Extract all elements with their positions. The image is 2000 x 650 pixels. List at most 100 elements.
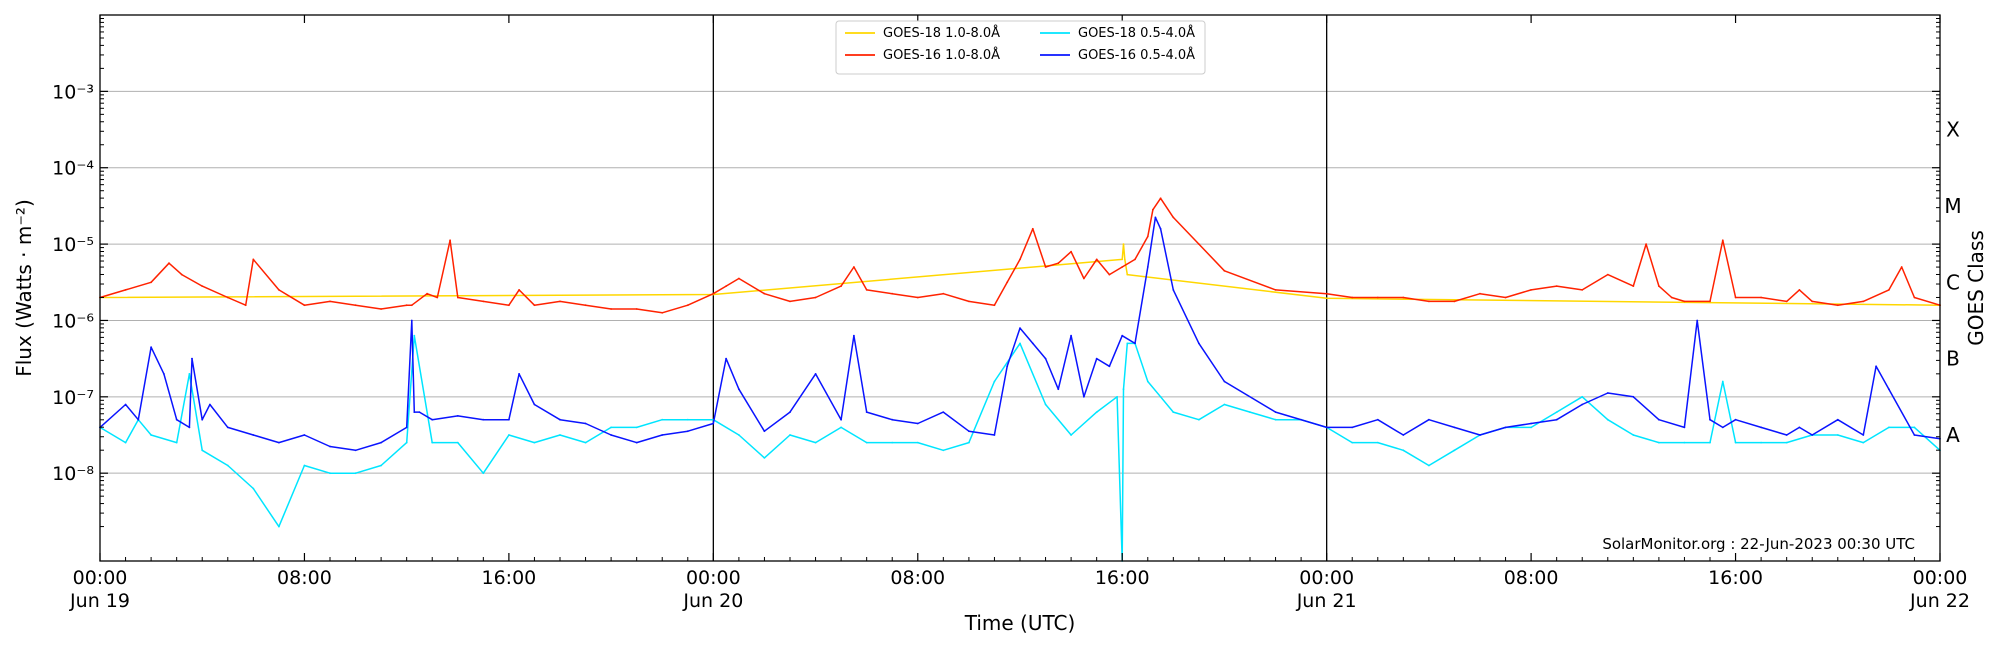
data-point (1070, 334, 1072, 337)
data-point (456, 441, 459, 444)
data-point (1019, 327, 1021, 329)
data-point (1530, 422, 1532, 425)
data-point (1006, 281, 1009, 284)
data-point (1057, 262, 1060, 265)
data-point (150, 346, 153, 349)
data-point (1325, 292, 1328, 295)
data-point (1913, 434, 1916, 436)
data-point (244, 304, 247, 307)
data-point (431, 441, 434, 444)
data-point (1159, 197, 1162, 200)
data-point (1632, 395, 1635, 398)
data-point (1888, 426, 1890, 429)
data-point (1146, 380, 1149, 383)
data-point (1696, 319, 1699, 322)
data-point (789, 300, 791, 303)
data-point (1070, 434, 1072, 436)
data-point (1134, 258, 1136, 261)
data-point (1123, 258, 1126, 261)
data-point (993, 304, 996, 307)
x-tick-label: 08:00 (890, 567, 945, 589)
data-point (1351, 296, 1354, 299)
data-point (1683, 426, 1686, 429)
legend-label: GOES-18 1.0-8.0Å (883, 25, 1000, 41)
goes-class-label: C (1946, 270, 1960, 294)
legend-box (835, 20, 1206, 75)
series-layer (99, 197, 1941, 562)
data-point (1126, 342, 1129, 345)
data-point (278, 441, 280, 444)
data-point (1721, 380, 1724, 383)
data-point (1683, 441, 1686, 444)
data-point (968, 300, 970, 303)
data-point (1479, 292, 1481, 295)
y-tick-label: 10⁻³ (52, 81, 94, 103)
plot-frame (99, 14, 1941, 562)
data-point (763, 457, 766, 459)
data-point (559, 418, 561, 421)
data-point (124, 289, 127, 291)
data-point (1479, 434, 1481, 436)
data-point (1274, 289, 1277, 291)
data-point (1274, 418, 1277, 421)
data-point (1811, 434, 1814, 436)
data-point (405, 426, 408, 429)
data-point (188, 373, 191, 375)
data-point (1198, 418, 1200, 421)
data-point (456, 296, 459, 299)
data-point (635, 441, 638, 444)
data-point (410, 304, 413, 307)
data-point (916, 422, 919, 425)
data-point (168, 262, 170, 265)
legend: GOES-18 1.0-8.0Å GOES-16 1.0-8.0Å GOES-18 … (835, 20, 1206, 75)
data-point (1658, 418, 1660, 421)
data-point (1019, 258, 1021, 261)
data-point (1453, 300, 1456, 303)
data-point (163, 373, 165, 375)
goes-class-label: B (1946, 347, 1960, 371)
data-point (1734, 296, 1737, 299)
data-point (1709, 441, 1711, 444)
credit-annotation: SolarMonitor.org : 22-Jun-2023 00:30 UTC (1602, 535, 1915, 553)
data-point (891, 418, 894, 421)
data-point (1057, 388, 1060, 391)
data-point (1913, 296, 1916, 299)
data-point (1095, 357, 1098, 360)
data-point (1555, 285, 1558, 287)
data-point (1376, 441, 1379, 444)
data-point (1811, 300, 1814, 303)
data-point (1351, 441, 1354, 444)
data-point (191, 357, 193, 360)
data-point (1760, 426, 1762, 429)
data-point (1683, 300, 1686, 303)
data-point (1913, 426, 1916, 429)
data-point (1632, 285, 1635, 287)
data-point (686, 418, 689, 421)
data-point (201, 449, 204, 452)
data-point (226, 296, 229, 299)
x-tick-label: 00:00 (686, 567, 741, 589)
data-point (518, 289, 520, 291)
data-point (1134, 342, 1136, 345)
data-point (1198, 243, 1200, 246)
data-point (1274, 411, 1277, 413)
y-tick-label: 10⁻⁴ (52, 158, 94, 180)
data-point (1154, 216, 1157, 219)
data-point (1862, 300, 1865, 303)
data-point (1888, 289, 1890, 291)
data-point (1121, 258, 1124, 261)
y-tick-label: 10⁻⁷ (52, 387, 94, 409)
x-tick-date-label: Jun 20 (682, 590, 743, 612)
data-point (584, 422, 587, 425)
data-point (124, 403, 127, 406)
data-point (865, 411, 868, 413)
data-point (1070, 250, 1072, 253)
data-point (738, 388, 740, 391)
data-point (1530, 289, 1532, 291)
data-point (661, 418, 664, 421)
x-tick-label: 00:00 (73, 567, 128, 589)
data-point (303, 434, 306, 436)
data-point (380, 441, 382, 444)
